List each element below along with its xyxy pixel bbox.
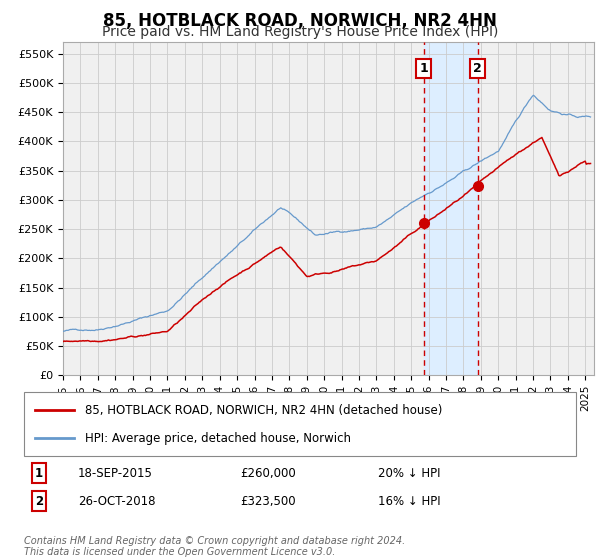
Text: Price paid vs. HM Land Registry's House Price Index (HPI): Price paid vs. HM Land Registry's House … bbox=[102, 25, 498, 39]
Text: 85, HOTBLACK ROAD, NORWICH, NR2 4HN: 85, HOTBLACK ROAD, NORWICH, NR2 4HN bbox=[103, 12, 497, 30]
Text: 26-OCT-2018: 26-OCT-2018 bbox=[78, 494, 155, 508]
Text: 18-SEP-2015: 18-SEP-2015 bbox=[78, 466, 153, 480]
Bar bbox=[424, 42, 478, 375]
Text: 16% ↓ HPI: 16% ↓ HPI bbox=[378, 494, 440, 508]
Text: 1: 1 bbox=[419, 62, 428, 75]
Text: 85, HOTBLACK ROAD, NORWICH, NR2 4HN (detached house): 85, HOTBLACK ROAD, NORWICH, NR2 4HN (det… bbox=[85, 404, 442, 417]
Text: 20% ↓ HPI: 20% ↓ HPI bbox=[378, 466, 440, 480]
Text: £260,000: £260,000 bbox=[240, 466, 296, 480]
Text: Contains HM Land Registry data © Crown copyright and database right 2024.
This d: Contains HM Land Registry data © Crown c… bbox=[24, 535, 405, 557]
Text: HPI: Average price, detached house, Norwich: HPI: Average price, detached house, Norw… bbox=[85, 432, 351, 445]
Text: 2: 2 bbox=[473, 62, 482, 75]
Text: £323,500: £323,500 bbox=[240, 494, 296, 508]
FancyBboxPatch shape bbox=[24, 392, 576, 456]
Text: 1: 1 bbox=[35, 466, 43, 480]
Text: 2: 2 bbox=[35, 494, 43, 508]
